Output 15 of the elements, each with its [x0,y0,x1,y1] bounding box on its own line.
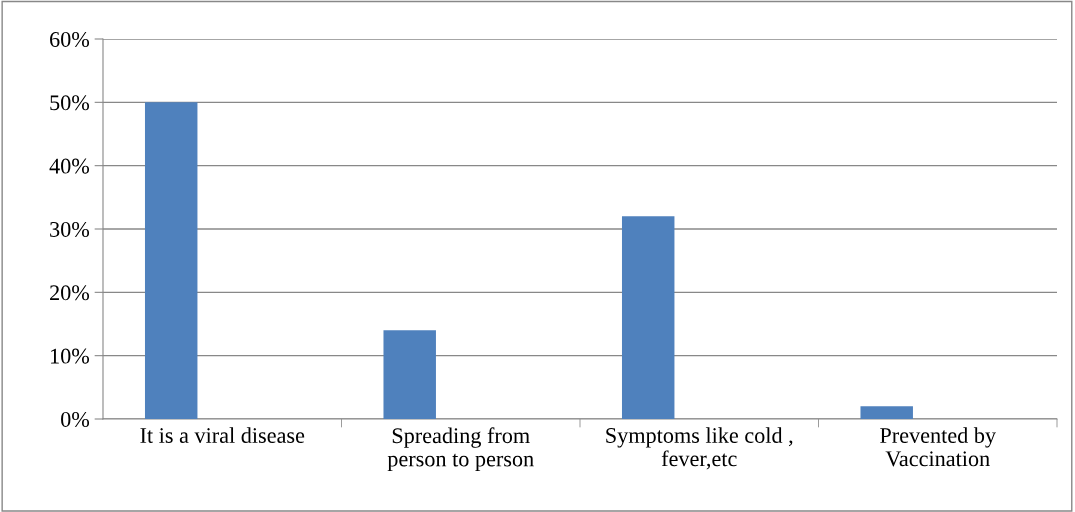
x-tick-label: Symptoms like cold , fever,etc [606,427,793,470]
y-tick-label: 60% [50,31,90,47]
y-tick-label: 20% [50,285,90,301]
x-tick-label: Prevented by Vaccination [880,427,996,467]
y-tick-label: 10% [51,348,90,364]
y-tick-label: 0% [61,411,90,427]
y-tick-label: 50% [50,95,90,111]
y-tick-label: 30% [50,221,90,237]
y-tick-label: 40% [49,158,90,174]
bar [860,406,913,419]
x-tick-label: Spreading from person to person [387,427,534,472]
bar [621,216,675,419]
x-tick-label: It is a viral disease [140,427,305,443]
bar [144,102,198,419]
bar [383,330,436,419]
